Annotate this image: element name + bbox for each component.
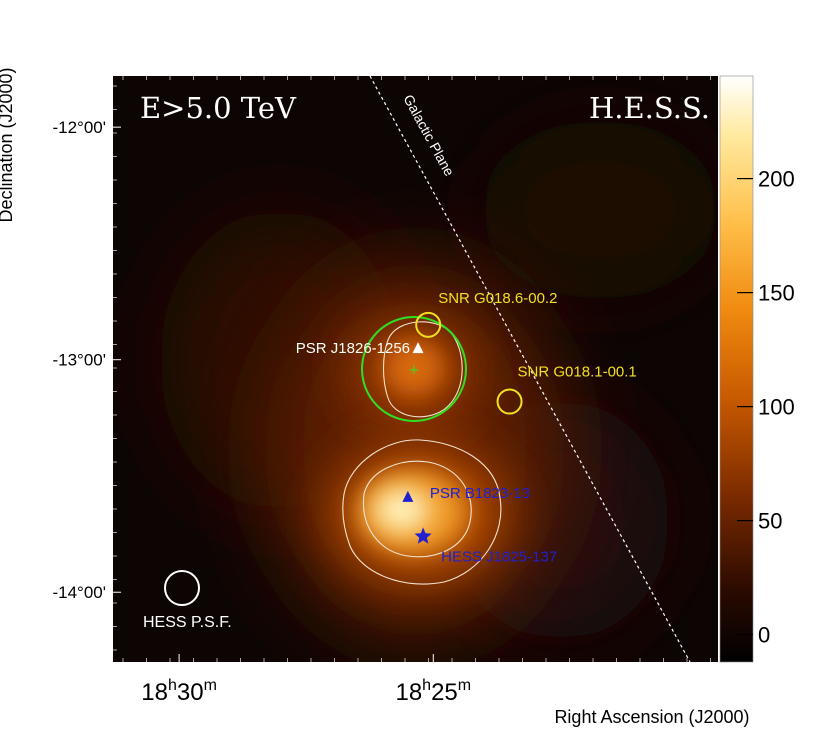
colorbar [720, 76, 753, 662]
background-emission [480, 120, 718, 300]
x-axis-label: Right Ascension (J2000) [554, 707, 749, 727]
pulsar-triangle [412, 342, 424, 354]
source-label: PSR B1823-13 [430, 485, 530, 502]
source-label: PSR J1826-1256 [296, 340, 410, 357]
colorbar-tick-label: 50 [758, 509, 782, 534]
pulsar-triangle [402, 490, 414, 502]
fit-position-marker: + [409, 363, 420, 378]
x-tick-label: 18h30m [141, 677, 217, 706]
colorbar-frame [719, 75, 754, 663]
colorbar-tick-label: 0 [758, 623, 770, 648]
source-star [414, 527, 432, 544]
colorbar-tick-label: 100 [758, 395, 795, 420]
south-source-core [374, 488, 430, 532]
colorbar-ticks: 0 50 100 150 200 [737, 167, 795, 648]
energy-label: E>5.0 TeV [140, 91, 297, 125]
y-tick-label: -14°00' [52, 583, 106, 602]
source-extent-circle [361, 316, 467, 422]
contour-north [382, 321, 463, 418]
telescope-label: H.E.S.S. [589, 91, 710, 125]
colorbar-tick-label: 200 [758, 167, 795, 192]
x-axis-ticks: 18h30m 18h25m [122, 76, 711, 706]
psf-circle [164, 570, 200, 606]
colorbar-tick-label: 150 [758, 281, 795, 306]
source-label: SNR G018.6-00.2 [438, 290, 557, 307]
y-axis-ticks: -12°00' -13°00' -14°00' [52, 85, 121, 651]
x-tick-label: 18h25m [395, 677, 471, 706]
contour-south-inner [362, 460, 472, 558]
y-tick-label: -13°00' [52, 351, 106, 370]
source-markers: SNR G018.6-00.2 SNR G018.1-00.1 PSR J1826-… [296, 290, 637, 566]
contour-south-outer [342, 439, 502, 585]
snr-circle [496, 388, 523, 415]
y-axis-label: Declination (J2000) [0, 67, 16, 222]
snr-circle [415, 311, 442, 338]
y-tick-label: -12°00' [52, 118, 106, 137]
psf-label: HESS P.S.F. [143, 614, 232, 631]
north-source-core [384, 340, 444, 396]
emission-map: + [160, 76, 718, 662]
source-label: HESS J1825-137 [441, 548, 557, 565]
source-label: SNR G018.1-00.1 [518, 364, 637, 381]
